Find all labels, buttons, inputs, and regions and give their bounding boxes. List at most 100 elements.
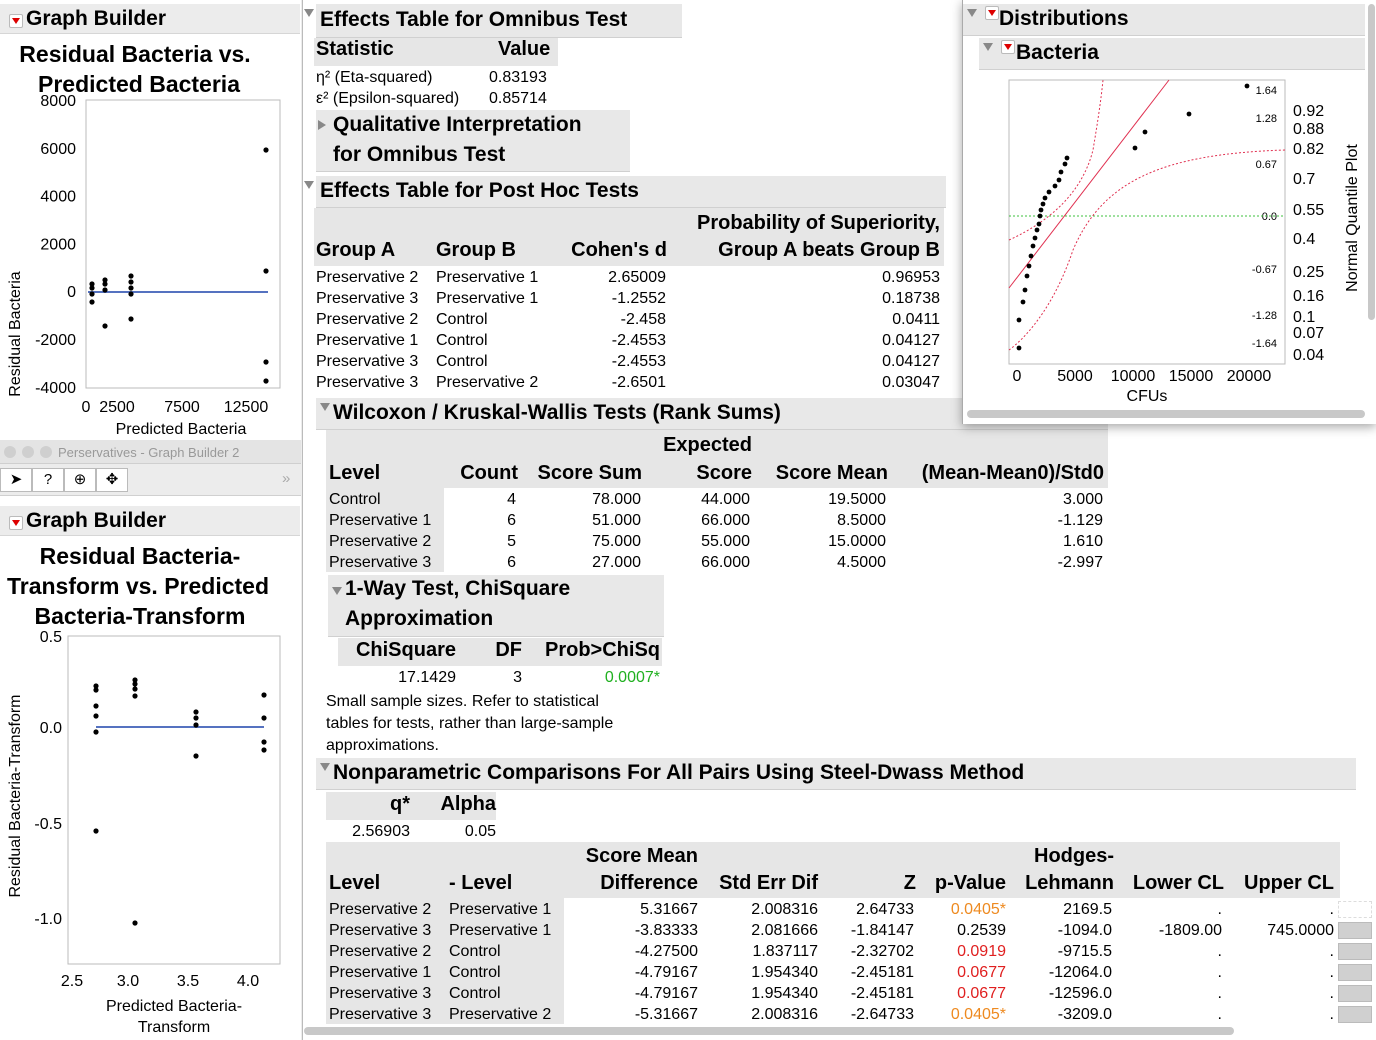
qual-title-2: for Omnibus Test xyxy=(333,143,506,166)
gb2-data-point xyxy=(93,713,99,719)
steel-col-difference: Difference xyxy=(600,872,698,894)
steel-pvalue: 0.0405* xyxy=(950,901,1006,918)
wilcoxon-score-mean: 15.0000 xyxy=(828,533,886,550)
steel-upper-cl: . xyxy=(1329,1006,1334,1023)
disclosure-open-icon[interactable] xyxy=(967,8,977,17)
steel-col-pvalue: p-Value xyxy=(934,872,1006,894)
wilcoxon-expected: 66.000 xyxy=(701,554,750,571)
gb2-header[interactable]: Graph Builder xyxy=(0,506,300,536)
steel-header[interactable]: Nonparametric Comparisons For All Pairs … xyxy=(316,758,1356,790)
gb1-plot: Residual Bacteria 8000 6000 4000 2000 0 -2000… xyxy=(7,93,281,438)
red-triangle-menu-icon[interactable] xyxy=(9,13,23,28)
gb1-data-point xyxy=(263,147,269,153)
disclosure-open-icon[interactable] xyxy=(304,8,314,17)
steel-col-lowercl: Lower CL xyxy=(1132,872,1224,894)
disclosure-closed-icon[interactable] xyxy=(318,120,326,130)
gb1-data-point xyxy=(128,279,134,285)
steel-level: Preservative 2 xyxy=(329,943,432,960)
arrow-tool-icon[interactable]: ➤ xyxy=(0,468,32,492)
gb1-title: Graph Builder xyxy=(26,7,167,30)
disclosure-open-icon[interactable] xyxy=(983,42,993,51)
gb2-data-point xyxy=(193,715,199,721)
gb2-plot: Residual Bacteria-Transform 0.5 0.0 -0.5 -1… xyxy=(7,629,281,1036)
omnibus-val-0: 0.83193 xyxy=(489,69,547,86)
omnibus-header[interactable]: Effects Table for Omnibus Test xyxy=(304,4,682,38)
steel-pvalue: 0.0677 xyxy=(957,985,1006,1002)
steel-level: Preservative 3 xyxy=(329,922,432,939)
steel-pvalue: 0.2539 xyxy=(957,922,1006,939)
dist-probability-tick: 0.7 xyxy=(1293,171,1315,188)
dist-xtick-label: 15000 xyxy=(1169,368,1214,385)
gb2-ytick-label: 0.0 xyxy=(40,720,62,737)
gb1-data-point xyxy=(128,316,134,322)
dist-horizontal-scrollbar[interactable] xyxy=(967,410,1365,418)
move-tool-icon[interactable]: ✥ xyxy=(96,468,128,492)
chisq-col-prob: Prob>ChiSq xyxy=(544,639,660,661)
crosshair-tool-icon[interactable]: ⊕ xyxy=(64,468,96,492)
steel-stderr: 1.954340 xyxy=(751,985,818,1002)
steel-lower-cl: . xyxy=(1217,901,1222,918)
dist-xtick-label: 20000 xyxy=(1227,368,1272,385)
steel-upper-cl: 745.0000 xyxy=(1267,922,1334,939)
minimize-button-icon[interactable] xyxy=(22,446,34,458)
disclosure-open-icon[interactable] xyxy=(332,587,342,595)
window2-titlebar[interactable]: Perservatives - Graph Builder 2 xyxy=(0,440,301,464)
dist-right-label: Normal Quantile Plot xyxy=(1344,144,1361,292)
dist-data-point xyxy=(1052,183,1058,189)
more-tools-icon[interactable]: » xyxy=(282,470,291,487)
gb1-ytick-label: 6000 xyxy=(40,141,76,158)
gb1-ytick-label: -4000 xyxy=(35,380,76,397)
wilcoxon-count: 6 xyxy=(507,554,516,571)
zoom-button-icon[interactable] xyxy=(40,446,52,458)
posthoc-group-b: Preservative 1 xyxy=(436,290,539,307)
help-tool-icon[interactable]: ? xyxy=(32,468,64,492)
gb2-data-point xyxy=(261,747,267,753)
wilcoxon-z: -2.997 xyxy=(1057,554,1103,571)
dist-plot-frame xyxy=(1008,79,1286,365)
steel-z: -2.32702 xyxy=(850,943,914,960)
gb2-data-point xyxy=(261,715,267,721)
dist-vertical-scrollbar[interactable] xyxy=(1368,4,1375,320)
steel-score-diff: -4.79167 xyxy=(634,985,698,1002)
dist-sub-header[interactable]: Bacteria xyxy=(979,38,1365,70)
disclosure-open-icon[interactable] xyxy=(320,762,330,771)
disclosure-open-icon[interactable] xyxy=(320,402,330,411)
gb2-data-point xyxy=(261,739,267,745)
steel-alpha-label: Alpha xyxy=(440,793,496,815)
dist-quantile-tick: -0.67 xyxy=(1252,264,1277,276)
steel-pvalue-bar xyxy=(1338,1006,1372,1023)
dist-probability-tick: 0.55 xyxy=(1293,202,1324,219)
dist-data-point xyxy=(1026,263,1032,269)
omnibus-stat-0: η² (Eta-squared) xyxy=(316,69,433,86)
dist-xtick-label: 5000 xyxy=(1057,368,1093,385)
steel-col-z: Z xyxy=(903,872,916,894)
chisq-col-header xyxy=(338,638,662,666)
omnibus-col-header xyxy=(314,38,558,66)
dist-header[interactable]: Distributions xyxy=(963,4,1365,36)
posthoc-header[interactable]: Effects Table for Post Hoc Tests xyxy=(304,176,946,208)
dist-title: Distributions xyxy=(999,7,1129,30)
disclosure-open-icon[interactable] xyxy=(304,180,314,189)
red-triangle-menu-icon[interactable] xyxy=(9,515,23,530)
wilcoxon-z: 3.000 xyxy=(1062,491,1103,508)
chisq-df: 3 xyxy=(513,669,522,686)
dist-sub-title: Bacteria xyxy=(1016,41,1099,64)
graph-builder-window-2: Graph Builder Residual Bacteria- Transfo… xyxy=(0,496,301,1040)
steel-upper-cl: . xyxy=(1329,985,1334,1002)
chisq-header[interactable]: 1-Way Test, ChiSquare Approximation xyxy=(328,575,664,637)
steel-q-header xyxy=(326,792,496,820)
dist-fit-line xyxy=(1008,79,1170,289)
dist-data-point xyxy=(1022,287,1028,293)
main-horizontal-scrollbar[interactable] xyxy=(304,1027,1234,1035)
red-triangle-menu-icon[interactable] xyxy=(985,5,1000,20)
steel-upper-cl: . xyxy=(1329,901,1334,918)
close-button-icon[interactable] xyxy=(4,446,16,458)
gb1-header[interactable]: Graph Builder xyxy=(0,4,300,34)
window2-title: Perservatives - Graph Builder 2 xyxy=(58,445,240,460)
wilcoxon-score-mean: 19.5000 xyxy=(828,491,886,508)
red-triangle-menu-icon[interactable] xyxy=(1001,39,1016,54)
wilcoxon-expected: 66.000 xyxy=(701,512,750,529)
posthoc-col-d: Cohen's d xyxy=(571,239,667,261)
steel-col-hodges: Hodges- xyxy=(1034,845,1114,867)
qualitative-header[interactable]: Qualitative Interpretation for Omnibus T… xyxy=(316,110,630,172)
